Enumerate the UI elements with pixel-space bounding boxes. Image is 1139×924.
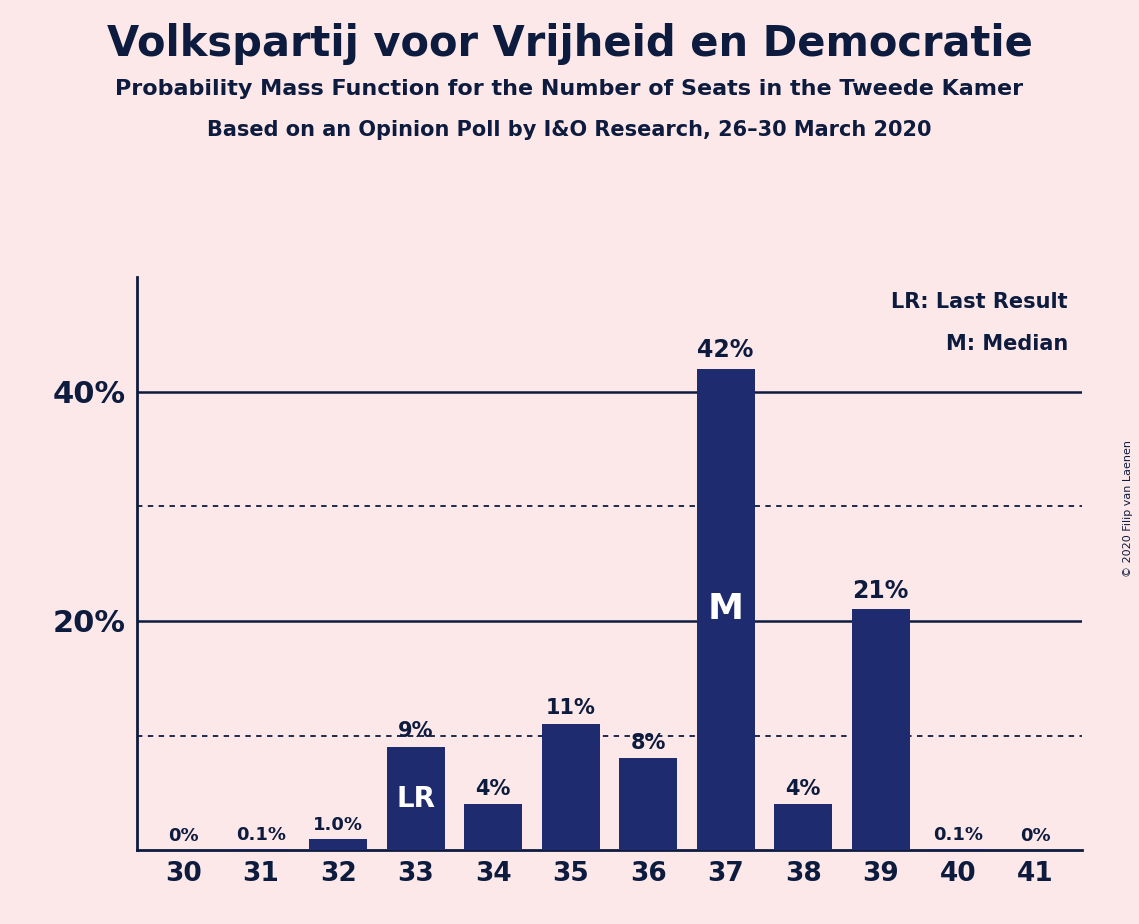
Text: 11%: 11%: [546, 699, 596, 718]
Text: 21%: 21%: [852, 578, 909, 602]
Text: Based on an Opinion Poll by I&O Research, 26–30 March 2020: Based on an Opinion Poll by I&O Research…: [207, 120, 932, 140]
Text: 0%: 0%: [167, 828, 198, 845]
Text: LR: LR: [396, 784, 435, 812]
Text: 8%: 8%: [630, 733, 666, 753]
Bar: [775, 804, 833, 850]
Text: M: M: [707, 592, 744, 626]
Text: 4%: 4%: [786, 779, 821, 798]
Bar: [386, 747, 444, 850]
Text: LR: Last Result: LR: Last Result: [891, 292, 1068, 311]
Bar: [464, 804, 522, 850]
Text: M: Median: M: Median: [945, 334, 1068, 355]
Bar: [620, 759, 678, 850]
Bar: [231, 849, 289, 850]
Text: 0.1%: 0.1%: [933, 826, 983, 845]
Text: © 2020 Filip van Laenen: © 2020 Filip van Laenen: [1123, 440, 1133, 577]
Text: 9%: 9%: [398, 722, 434, 741]
Text: 0%: 0%: [1021, 828, 1051, 845]
Text: 0.1%: 0.1%: [236, 826, 286, 845]
Bar: [697, 369, 755, 850]
Bar: [541, 724, 599, 850]
Bar: [309, 839, 367, 850]
Text: Probability Mass Function for the Number of Seats in the Tweede Kamer: Probability Mass Function for the Number…: [115, 79, 1024, 99]
Bar: [852, 610, 910, 850]
Text: Volkspartij voor Vrijheid en Democratie: Volkspartij voor Vrijheid en Democratie: [107, 23, 1032, 65]
Text: 4%: 4%: [475, 779, 510, 798]
Text: 1.0%: 1.0%: [313, 816, 363, 834]
Text: 42%: 42%: [697, 338, 754, 362]
Bar: [929, 849, 988, 850]
